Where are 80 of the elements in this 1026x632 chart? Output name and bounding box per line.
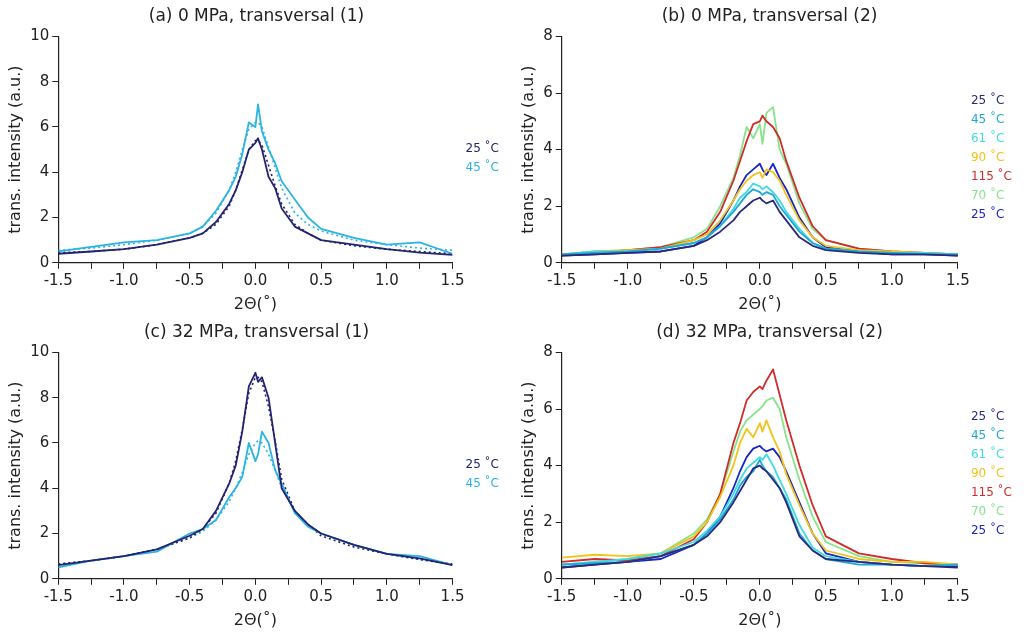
x-tick-label: -1.5 <box>43 586 73 605</box>
x-tick-label: -1.5 <box>547 586 577 605</box>
text: 115 ˚C <box>970 168 1013 184</box>
y-tick-label: 2 <box>39 523 50 542</box>
text: 1.0 <box>374 270 399 289</box>
y-tick-label: 10 <box>30 342 50 361</box>
y-tick-label: 6 <box>543 82 553 101</box>
x-tick-label: -0.5 <box>175 586 205 605</box>
x-tick-label: 0.5 <box>309 586 334 605</box>
x-axis-title: 2Θ(˚) <box>738 293 782 313</box>
y-axis-title: trans. intensity (a.u.) <box>517 65 537 234</box>
chart-title: (a) 0 MPa, transversal (1) <box>148 4 365 25</box>
y-tick-label: 4 <box>543 455 553 474</box>
text: 0.0 <box>747 270 772 289</box>
y-tick-label: 8 <box>39 387 50 406</box>
text: 45 ˚C <box>465 158 500 174</box>
text: 1.0 <box>879 586 904 605</box>
x-tick-label: 0.5 <box>813 586 838 605</box>
text: 45 ˚C <box>970 427 1005 443</box>
text: 70 ˚C <box>970 503 1005 519</box>
y-tick-label: 0 <box>39 252 50 271</box>
text: 90 ˚C <box>970 465 1005 481</box>
y-axis-title: trans. intensity (a.u.) <box>4 65 24 234</box>
text: 25 ˚C <box>970 206 1005 222</box>
y-axis-title: trans. intensity (a.u.) <box>4 381 24 550</box>
y-tick-label: 2 <box>39 207 50 226</box>
x-axis-title: 2Θ(˚) <box>738 609 782 629</box>
text: 25 ˚C <box>970 92 1005 108</box>
x-tick-label: 1.5 <box>440 586 465 605</box>
y-axis-title: trans. intensity (a.u.) <box>517 381 537 550</box>
y-tick-label: 6 <box>39 116 50 135</box>
text: -1.0 <box>109 270 139 289</box>
text: 0.0 <box>243 586 268 605</box>
y-tick-label: 4 <box>543 139 553 158</box>
x-tick-label: -0.5 <box>175 270 205 289</box>
chart-title: (d) 32 MPa, transversal (2) <box>656 320 883 341</box>
y-tick-label: 2 <box>543 196 553 215</box>
y-tick-label: 4 <box>39 478 50 497</box>
text: 61 ˚C <box>970 446 1005 462</box>
x-tick-label: 1.5 <box>440 270 465 289</box>
text: 45 ˚C <box>465 474 500 490</box>
y-tick-label: 10 <box>30 26 50 45</box>
x-axis-title: 2Θ(˚) <box>233 293 278 313</box>
y-tick-label: 0 <box>543 568 553 587</box>
text: 45 ˚C <box>970 111 1005 127</box>
text: 1.0 <box>879 270 904 289</box>
x-tick-label: 0.5 <box>813 270 838 289</box>
y-tick-label: 8 <box>543 342 553 361</box>
x-tick-label: -1.5 <box>43 270 73 289</box>
text: 90 ˚C <box>970 149 1005 165</box>
y-tick-label: 4 <box>39 162 50 181</box>
text: -1.0 <box>613 586 643 605</box>
text: -1.0 <box>109 586 139 605</box>
y-tick-label: 6 <box>39 432 50 451</box>
text: 70 ˚C <box>970 187 1005 203</box>
y-tick-label: 0 <box>543 252 553 271</box>
x-tick-label: -0.5 <box>679 270 709 289</box>
chart-title: (b) 0 MPa, transversal (2) <box>661 4 878 25</box>
x-tick-label: -1.5 <box>547 270 577 289</box>
x-tick-label: 1.5 <box>945 586 970 605</box>
y-tick-label: 6 <box>543 398 553 417</box>
y-tick-label: 0 <box>39 568 50 587</box>
text: 25 ˚C <box>465 139 500 155</box>
y-tick-label: 8 <box>39 71 50 90</box>
text: 1.0 <box>374 586 399 605</box>
chart-title: (c) 32 MPa, transversal (1) <box>143 320 370 341</box>
text: 25 ˚C <box>970 522 1005 538</box>
x-tick-label: 1.5 <box>945 270 970 289</box>
x-tick-label: 0.5 <box>309 270 334 289</box>
x-tick-label: -0.5 <box>679 586 709 605</box>
text: -1.0 <box>613 270 643 289</box>
x-axis-title: 2Θ(˚) <box>233 609 278 629</box>
y-tick-label: 8 <box>543 26 553 45</box>
text: 61 ˚C <box>970 130 1005 146</box>
text: 25 ˚C <box>970 408 1005 424</box>
text: 115 ˚C <box>970 484 1013 500</box>
text: 0.0 <box>243 270 268 289</box>
text: 25 ˚C <box>465 455 500 471</box>
text: 0.0 <box>747 586 772 605</box>
y-tick-label: 2 <box>543 512 553 531</box>
